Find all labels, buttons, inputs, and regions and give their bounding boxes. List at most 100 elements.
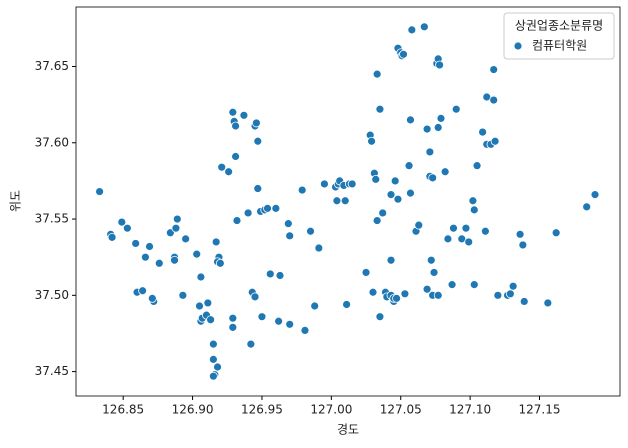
point: [493, 290, 503, 300]
y-tick-label: 37.55: [35, 212, 69, 226]
point: [440, 167, 450, 177]
point: [172, 214, 182, 224]
point: [215, 258, 225, 268]
point: [208, 339, 218, 349]
point: [265, 269, 275, 279]
point: [478, 127, 488, 137]
point: [243, 208, 253, 218]
point: [107, 232, 117, 242]
point: [181, 234, 191, 244]
point: [489, 65, 499, 74]
point: [340, 196, 350, 206]
x-tick-label: 127.10: [449, 403, 491, 417]
point: [372, 69, 382, 79]
legend-marker: [513, 41, 523, 51]
point: [422, 284, 432, 294]
point: [228, 313, 238, 323]
point: [392, 293, 401, 303]
point: [239, 110, 249, 120]
point: [480, 226, 490, 236]
point: [208, 354, 218, 364]
point: [399, 49, 408, 59]
point: [489, 95, 499, 105]
point: [386, 255, 396, 265]
point: [228, 322, 238, 332]
point: [433, 123, 443, 132]
point: [196, 272, 206, 282]
x-tick-label: 127.05: [380, 403, 422, 417]
point: [468, 196, 478, 206]
point: [342, 300, 352, 309]
point: [271, 203, 281, 213]
point: [435, 60, 444, 70]
point: [406, 188, 415, 198]
point: [206, 315, 216, 325]
y-tick-label: 37.50: [35, 288, 69, 302]
point: [228, 107, 238, 117]
point: [275, 271, 285, 280]
y-axis-label: 위도: [9, 190, 23, 212]
point: [464, 237, 474, 247]
x-tick-label: 127.15: [519, 403, 561, 417]
point: [178, 290, 188, 300]
point: [213, 362, 222, 372]
point: [140, 252, 150, 262]
point: [285, 231, 295, 241]
point: [371, 174, 381, 184]
x-tick-label: 126.95: [241, 403, 283, 417]
point: [404, 161, 414, 171]
point: [447, 280, 457, 290]
point: [519, 297, 529, 306]
x-tick-label: 126.85: [102, 403, 144, 417]
point: [253, 184, 263, 193]
point: [145, 242, 154, 251]
point: [361, 268, 371, 277]
point: [231, 152, 240, 161]
point: [449, 223, 458, 233]
point: [425, 147, 435, 157]
point: [300, 326, 310, 335]
point: [147, 293, 157, 303]
point: [367, 136, 376, 146]
x-tick-label: 126.90: [172, 403, 214, 417]
point: [368, 287, 378, 297]
point: [195, 301, 204, 311]
point: [443, 234, 453, 244]
point: [252, 118, 261, 128]
point: [436, 113, 446, 123]
point: [469, 280, 479, 290]
point: [407, 25, 417, 35]
point: [590, 190, 600, 200]
point: [505, 289, 515, 299]
point: [263, 203, 272, 213]
point: [95, 187, 104, 196]
point: [461, 223, 471, 233]
x-axis-label: 경도: [337, 423, 359, 437]
point: [131, 239, 141, 248]
point: [414, 220, 424, 230]
point: [314, 243, 324, 253]
point: [138, 286, 148, 296]
point: [208, 371, 218, 381]
point: [428, 173, 438, 183]
point: [518, 240, 528, 250]
point: [203, 298, 213, 308]
point: [231, 121, 240, 131]
point: [451, 104, 461, 114]
point: [372, 216, 382, 225]
point: [515, 229, 525, 239]
point: [400, 289, 410, 299]
legend-title: 상권업종소분류명: [515, 19, 603, 33]
point: [224, 167, 234, 177]
point: [543, 298, 553, 308]
legend-box: [503, 12, 615, 60]
point: [390, 176, 400, 186]
point: [253, 136, 263, 146]
point: [378, 208, 388, 218]
point: [310, 301, 320, 311]
point: [347, 179, 357, 189]
point: [375, 104, 385, 114]
point: [490, 136, 500, 146]
x-tick-label: 127.00: [310, 403, 352, 417]
